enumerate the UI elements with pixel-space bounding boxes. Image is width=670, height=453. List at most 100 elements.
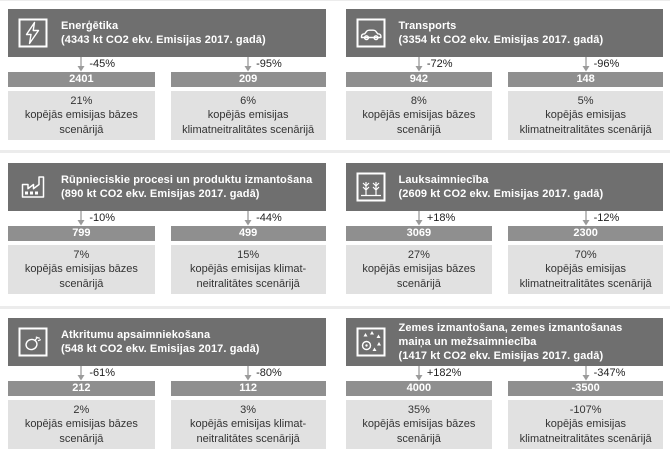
- car-icon: [356, 18, 386, 48]
- sector-titles: Transports (3354 kt CO2 ekv. Emisijas 20…: [399, 19, 604, 47]
- sector-title: Zemes izmantošana, zemes izmantošanas ma…: [398, 321, 623, 348]
- change-indicator: -80%: [171, 366, 326, 381]
- sector-subtitle: (1417 kt CO2 ekv. Emisijas 2017. gadā): [398, 350, 604, 363]
- share-box: 21% kopējās emisijas bāzes scenārijā: [8, 91, 155, 140]
- change-label: -96%: [593, 58, 620, 70]
- value-bar: 148: [508, 72, 663, 87]
- value-bar: 4000: [345, 381, 493, 396]
- sector-subtitle: (4343 kt CO2 ekv. Emisijas 2017. gadā): [61, 34, 266, 46]
- change-indicator: -45%: [8, 57, 155, 72]
- waste-bag-icon: [18, 327, 48, 357]
- share-box: 7% kopējās emisijas bāzes scenārijā: [8, 245, 155, 294]
- change-indicator: -10%: [8, 211, 155, 226]
- down-arrow-icon: [77, 366, 86, 381]
- change-label: -10%: [89, 212, 116, 224]
- row-3: Atkritumu apsaimniekošana (548 kt CO2 ek…: [8, 318, 663, 449]
- value-bar: 499: [170, 226, 326, 241]
- climate-scenario-column: -347% -3500 -107% kopējās emisijas klima…: [508, 366, 663, 449]
- sector-header: Transports (3354 kt CO2 ekv. Emisijas 20…: [345, 9, 663, 57]
- sector-panel-waste: Atkritumu apsaimniekošana (548 kt CO2 ek…: [8, 318, 326, 449]
- share-box: 8% kopējās emisijas bāzes scenārijā: [345, 91, 493, 140]
- sector-titles: Atkritumu apsaimniekošana (548 kt CO2 ek…: [61, 328, 260, 356]
- share-box: 2% kopējās emisijas bāzes scenārijā: [8, 400, 155, 449]
- factory-icon: [18, 172, 48, 202]
- change-indicator: -12%: [508, 211, 663, 226]
- sector-subtitle: (2609 kt CO2 ekv. Emisijas 2017. gadā): [398, 188, 604, 200]
- climate-scenario-column: -12% 2300 70% kopējās emisijas klimatnei…: [508, 211, 663, 294]
- sector-header: Rūpnieciskie procesi un produktu izmanto…: [8, 163, 326, 211]
- sector-titles: Rūpnieciskie procesi un produktu izmanto…: [61, 173, 312, 201]
- down-arrow-icon: [244, 366, 253, 381]
- sector-panel-land-use: Zemes izmantošana, zemes izmantošanas ma…: [345, 318, 663, 449]
- base-scenario-column: +18% 3069 27% kopējās emisijas bāzes sce…: [345, 211, 493, 294]
- sector-header: Lauksaimniecība (2609 kt CO2 ekv. Emisij…: [345, 163, 663, 211]
- share-box: -107% kopējās emisijas klimatneitralitāt…: [508, 400, 663, 449]
- down-arrow-icon: [581, 57, 590, 72]
- sector-titles: Zemes izmantošana, zemes izmantošanas ma…: [399, 321, 654, 363]
- climate-scenario-column: -44% 499 15% kopējās emisijas klimat- ne…: [170, 211, 326, 294]
- lightning-bolt-icon: [18, 18, 48, 48]
- change-indicator: -96%: [508, 57, 663, 72]
- share-box: 35% kopējās emisijas bāzes scenārijā: [345, 400, 493, 449]
- down-arrow-icon: [414, 366, 423, 381]
- climate-scenario-column: -95% 209 6% kopējās emisijas klimatneitr…: [170, 57, 326, 140]
- change-label: -44%: [256, 212, 282, 224]
- down-arrow-icon: [581, 366, 590, 381]
- change-indicator: +182%: [346, 366, 493, 381]
- down-arrow-icon: [77, 57, 86, 72]
- climate-scenario-column: -96% 148 5% kopējās emisijas klimatneitr…: [508, 57, 663, 140]
- sector-title: Transports: [398, 19, 457, 32]
- change-label: +182%: [426, 367, 462, 379]
- change-label: -61%: [89, 367, 116, 379]
- scenario-columns: -61% 212 2% kopējās emisijas bāzes scenā…: [8, 366, 326, 449]
- share-box: 6% kopējās emisijas klimatneitralitātes …: [170, 91, 326, 140]
- share-box: 27% kopējās emisijas bāzes scenārijā: [345, 245, 493, 294]
- change-label: -347%: [593, 367, 626, 379]
- value-bar: 942: [345, 72, 493, 87]
- sector-title: Lauksaimniecība: [398, 173, 489, 186]
- trees-land-icon: [356, 327, 386, 357]
- sector-title: Atkritumu apsaimniekošana: [61, 328, 211, 341]
- section-divider: [0, 306, 670, 309]
- change-indicator: -95%: [171, 57, 326, 72]
- change-indicator: -61%: [8, 366, 155, 381]
- scenario-columns: -45% 2401 21% kopējās emisijas bāzes sce…: [8, 57, 326, 140]
- scenario-columns: +182% 4000 35% kopējās emisijas bāzes sc…: [345, 366, 663, 449]
- down-arrow-icon: [581, 211, 590, 226]
- change-indicator: -347%: [508, 366, 663, 381]
- section-divider: [0, 150, 670, 153]
- scenario-columns: -10% 799 7% kopējās emisijas bāzes scenā…: [8, 211, 326, 294]
- value-bar: 212: [8, 381, 155, 396]
- base-scenario-column: -61% 212 2% kopējās emisijas bāzes scenā…: [8, 366, 155, 449]
- down-arrow-icon: [77, 211, 86, 226]
- share-box: 5% kopējās emisijas klimatneitralitātes …: [508, 91, 663, 140]
- sector-subtitle: (3354 kt CO2 ekv. Emisijas 2017. gadā): [398, 34, 604, 46]
- change-label: -95%: [256, 58, 282, 70]
- climate-scenario-column: -80% 112 3% kopējās emisijas klimat- nei…: [170, 366, 326, 449]
- scenario-columns: +18% 3069 27% kopējās emisijas bāzes sce…: [345, 211, 663, 294]
- sector-panel-agriculture: Lauksaimniecība (2609 kt CO2 ekv. Emisij…: [345, 163, 663, 294]
- sector-subtitle: (548 kt CO2 ekv. Emisijas 2017. gadā): [61, 343, 260, 355]
- row-2: Rūpnieciskie procesi un produktu izmanto…: [8, 163, 663, 294]
- change-label: -12%: [593, 212, 620, 224]
- change-indicator: -44%: [171, 211, 326, 226]
- sector-panel-industry: Rūpnieciskie procesi un produktu izmanto…: [8, 163, 326, 294]
- base-scenario-column: -45% 2401 21% kopējās emisijas bāzes sce…: [8, 57, 155, 140]
- value-bar: 2401: [8, 72, 155, 87]
- base-scenario-column: -10% 799 7% kopējās emisijas bāzes scenā…: [8, 211, 155, 294]
- share-box: 70% kopējās emisijas klimatneitralitātes…: [508, 245, 663, 294]
- change-indicator: -72%: [346, 57, 493, 72]
- change-label: +18%: [426, 212, 456, 224]
- sector-title: Rūpnieciskie procesi un produktu izmanto…: [61, 173, 313, 186]
- sector-titles: Enerģētika (4343 kt CO2 ekv. Emisijas 20…: [61, 19, 266, 47]
- scenario-columns: -72% 942 8% kopējās emisijas bāzes scenā…: [345, 57, 663, 140]
- sector-panel-energy: Enerģētika (4343 kt CO2 ekv. Emisijas 20…: [8, 9, 326, 140]
- value-bar: 2300: [508, 226, 663, 241]
- change-indicator: +18%: [346, 211, 493, 226]
- change-label: -72%: [426, 58, 453, 70]
- change-label: -45%: [89, 58, 116, 70]
- down-arrow-icon: [244, 57, 253, 72]
- share-box: 15% kopējās emisijas klimat- neitralitāt…: [170, 245, 326, 294]
- base-scenario-column: -72% 942 8% kopējās emisijas bāzes scenā…: [345, 57, 493, 140]
